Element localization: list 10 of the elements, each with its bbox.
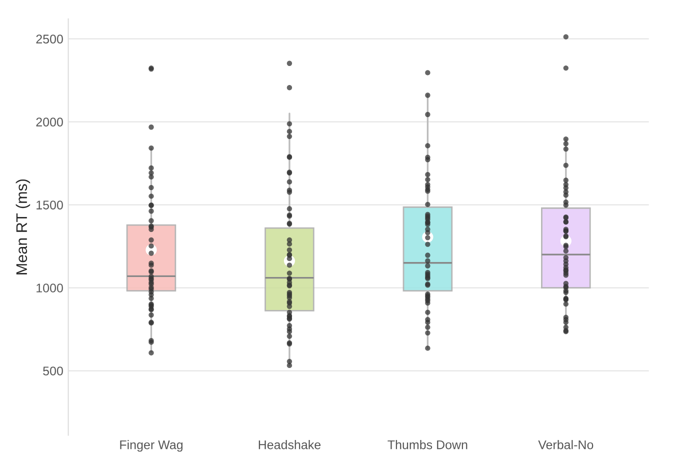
y-tick-label: 500	[43, 366, 63, 376]
y-tick-label: 2500	[36, 34, 63, 44]
y-tick-label: 1500	[36, 200, 63, 210]
x-tick-label: Finger Wag	[120, 440, 182, 452]
x-tick-label: Verbal-No	[538, 440, 594, 450]
y-tick-label: 2000	[36, 118, 63, 126]
x-tick-label: Thumbs Down	[388, 440, 468, 450]
x-tick-label: Headshake	[258, 440, 321, 450]
y-tick-label: 1000	[36, 284, 63, 292]
y-axis-title: Mean RT (ms)	[16, 179, 30, 274]
